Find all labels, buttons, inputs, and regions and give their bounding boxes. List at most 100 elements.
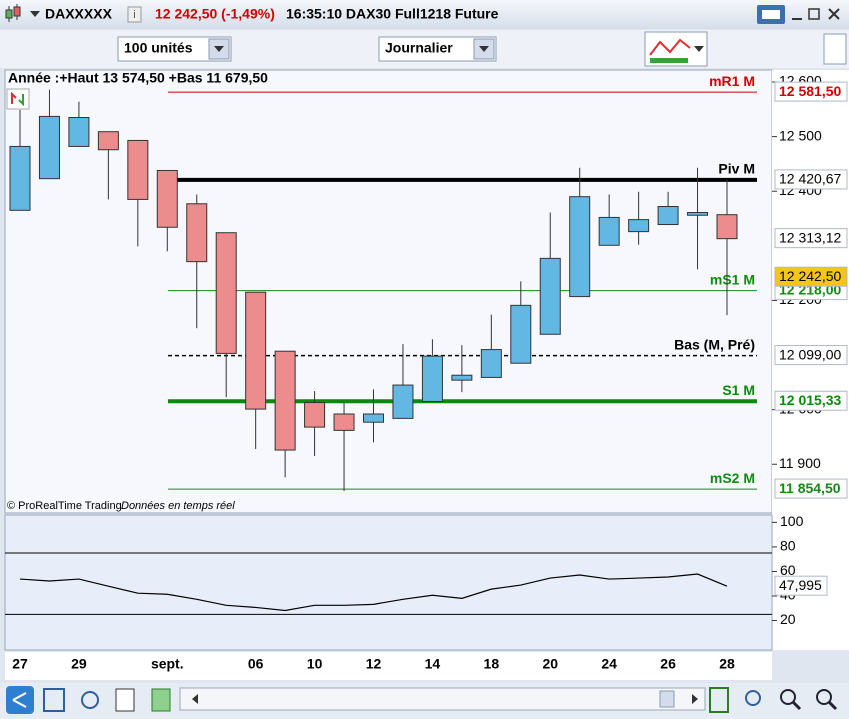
symbol-dropdown[interactable] [30, 11, 40, 17]
source: © ProRealTime Trading [7, 500, 122, 512]
share-button[interactable] [6, 686, 34, 714]
annotation: Année :+Haut 13 574,50 +Bas 11 679,50 [8, 70, 268, 86]
candle-body [304, 402, 326, 428]
y-tick-label: 60 [780, 562, 796, 578]
level-value: 12 420,67 [779, 171, 841, 187]
y-tick-label: 12 500 [779, 127, 822, 143]
level-badge [774, 390, 848, 411]
info-button[interactable] [127, 6, 142, 23]
indicator-line [19, 573, 728, 612]
price-panel [4, 69, 773, 514]
price-value: 12 313,12 [779, 229, 841, 245]
zoom-in-button[interactable] [816, 689, 832, 705]
candle-body [186, 203, 208, 263]
y-tick-label: 20 [780, 611, 796, 627]
scroll-left[interactable] [192, 694, 198, 704]
price-badge [774, 228, 848, 249]
candle-body [421, 355, 443, 402]
info-icon: i [133, 9, 135, 21]
x-tick-label: sept. [151, 656, 184, 672]
candle-body [510, 304, 532, 364]
tools-button[interactable] [709, 687, 729, 713]
price-badge [774, 266, 848, 287]
candle-body [274, 350, 296, 451]
period-label: Journalier [385, 40, 453, 56]
scrollbar[interactable] [179, 687, 706, 711]
candle-body [628, 219, 650, 233]
level-label: mR1 M [709, 73, 755, 89]
time-axis [5, 652, 772, 680]
candle-body [716, 214, 738, 240]
close-button[interactable] [828, 8, 840, 20]
indicators-icon [649, 38, 691, 56]
zoom-in-handle [827, 700, 838, 711]
list-button[interactable] [115, 688, 135, 712]
candle-body [451, 374, 473, 381]
candle-body [392, 384, 414, 419]
candle-body [156, 169, 178, 228]
y-tick-label: 100 [780, 513, 804, 529]
level-label: Bas (M, Pré) [674, 336, 755, 352]
x-tick-label: 14 [425, 656, 441, 672]
candle-body [245, 291, 267, 410]
candle-body [687, 212, 709, 216]
indicators-icon [650, 58, 688, 63]
candle-body [68, 117, 90, 147]
candle-body [569, 196, 591, 298]
candle-body [127, 139, 149, 200]
candle-body [38, 115, 60, 180]
level-value: 12 581,50 [779, 83, 841, 99]
candle-body [539, 257, 561, 335]
source-note: Données en temps réel [121, 500, 235, 512]
x-tick-label: 27 [12, 656, 28, 672]
scroll-thumb[interactable] [659, 690, 675, 708]
level-value: 12 015,33 [779, 392, 841, 408]
level-badge [774, 478, 848, 499]
price-value: 12 242,50 [779, 268, 841, 284]
layout-button[interactable] [43, 688, 65, 712]
zoom-out-button[interactable] [780, 689, 796, 705]
level-label: mS1 M [710, 271, 755, 287]
refresh-icon[interactable] [6, 88, 30, 110]
y-tick-label: 80 [780, 538, 796, 554]
panel-toggle[interactable] [823, 33, 847, 65]
zoom-fit-button[interactable] [745, 690, 761, 706]
candle-body [97, 131, 119, 151]
instrument-info: 16:35:10 DAX30 Full1218 Future [286, 6, 499, 22]
scroll-right[interactable] [692, 694, 698, 704]
maximize-button[interactable] [808, 8, 820, 20]
indicator-badge [774, 575, 828, 596]
x-tick-label: 24 [601, 656, 617, 672]
level-value: 11 854,50 [779, 480, 841, 496]
level-badge [774, 81, 848, 102]
symbol: DAXXXXX [45, 6, 113, 22]
candle-body [657, 206, 679, 226]
candle-body [480, 349, 502, 378]
zoom-out-handle [791, 700, 802, 711]
indicator-panel [4, 514, 773, 651]
candle-body [215, 232, 237, 354]
link-button[interactable] [81, 691, 99, 709]
level-badge [774, 345, 848, 366]
dropdown-arrow [214, 46, 224, 52]
level-value: 12 099,00 [779, 346, 841, 362]
y-tick-label: 11 900 [779, 455, 821, 471]
share-icon [12, 692, 27, 708]
quote: 12 242,50 (-1,49%) [155, 6, 275, 22]
level-label: mS2 M [710, 470, 755, 486]
x-tick-label: 06 [248, 656, 264, 672]
x-tick-label: 12 [366, 656, 382, 672]
candle-body [9, 145, 31, 211]
candle-body [363, 413, 384, 423]
chart-type-icon[interactable] [5, 4, 21, 22]
table-button[interactable] [151, 688, 171, 712]
x-tick-label: 29 [71, 656, 87, 672]
level-badge [774, 169, 848, 190]
units-label: 100 unités [124, 40, 193, 56]
keyboard-icon [762, 10, 780, 19]
x-tick-label: 20 [542, 656, 558, 672]
x-tick-label: 28 [719, 656, 735, 672]
x-tick-label: 10 [307, 656, 323, 672]
